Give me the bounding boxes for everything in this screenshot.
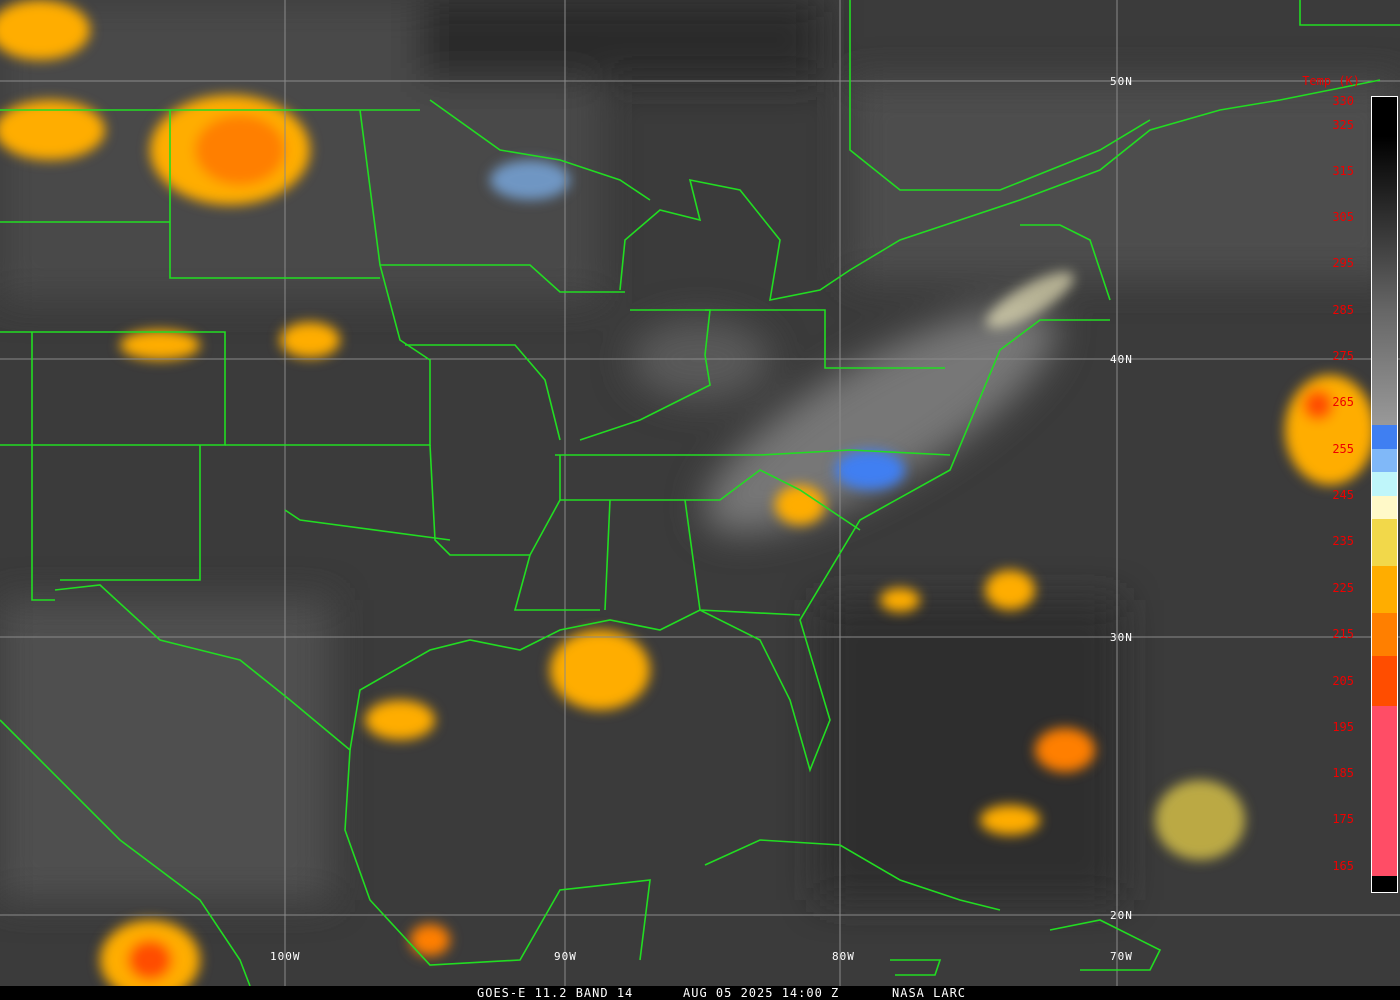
lat-label-30n: 30N [1110,631,1133,644]
colorbar-label: 255 [1332,442,1354,456]
caption-source: NASA LARC [892,986,967,1000]
colorbar-label: 325 [1332,118,1354,132]
colorbar-label: 205 [1332,674,1354,688]
colorbar-title: Temp (K) [1302,74,1360,88]
colorbar-label: 235 [1332,534,1354,548]
lon-label-80w: 80W [832,950,855,963]
lat-label-20n: 20N [1110,909,1133,922]
caption-bar: GOES-E 11.2 BAND 14 AUG 05 2025 14:00 Z … [0,986,1400,1000]
colorbar-label: 175 [1332,812,1354,826]
colorbar-label: 315 [1332,164,1354,178]
colorbar-label: 225 [1332,581,1354,595]
colorbar-label: 275 [1332,349,1354,363]
colorbar-label: 305 [1332,210,1354,224]
lon-label-70w: 70W [1110,950,1133,963]
colorbar-label: 330 [1332,94,1354,108]
colorbar-label: 185 [1332,766,1354,780]
colorbar-label: 245 [1332,488,1354,502]
colorbar-label: 295 [1332,256,1354,270]
colorbar-label: 265 [1332,395,1354,409]
lon-label-90w: 90W [554,950,577,963]
colorbar-label: 215 [1332,627,1354,641]
colorbar-label: 285 [1332,303,1354,317]
lat-label-40n: 40N [1110,353,1133,366]
colorbar-label: 195 [1332,720,1354,734]
colorbar [1371,96,1398,893]
caption-datetime: AUG 05 2025 14:00 Z [683,986,840,1000]
colorbar-label: 165 [1332,859,1354,873]
caption-satellite: GOES-E 11.2 BAND 14 [477,986,634,1000]
lat-label-50n: 50N [1110,75,1133,88]
lon-label-100w: 100W [270,950,301,963]
